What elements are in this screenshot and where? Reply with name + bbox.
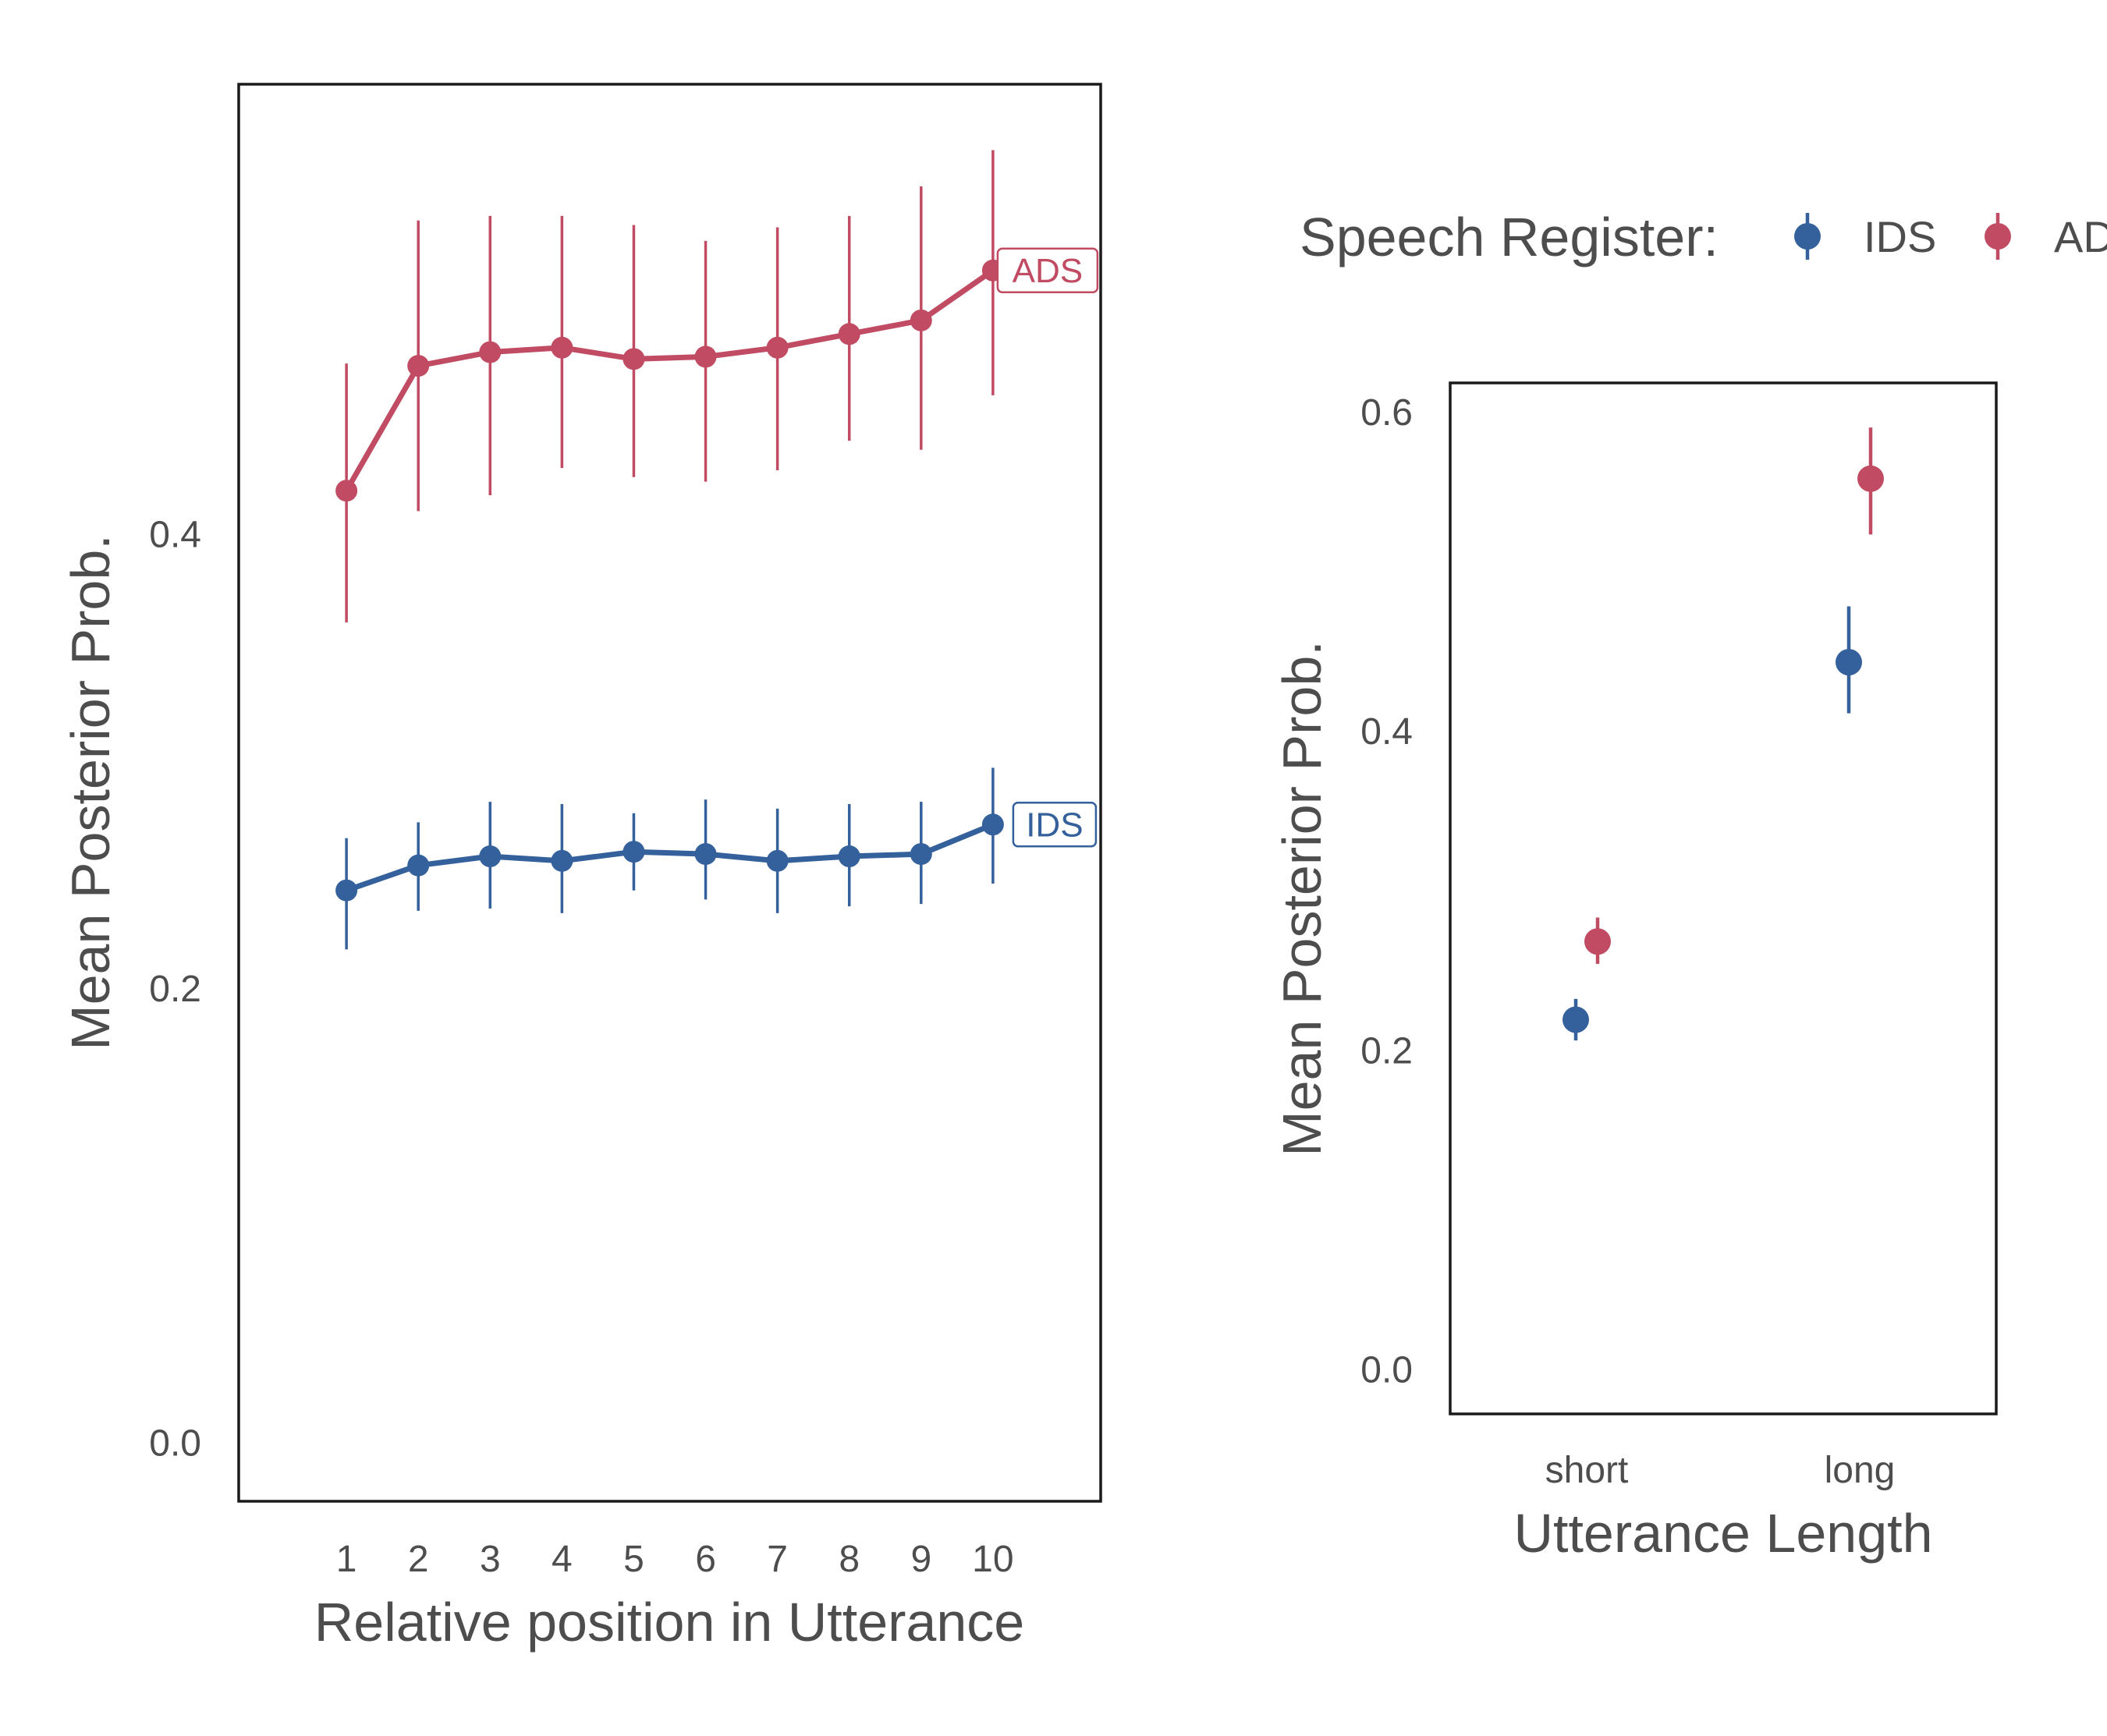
position-chart-y-tick-label: 0.4 bbox=[149, 515, 201, 556]
length-chart-y-tick-label: 0.4 bbox=[1360, 711, 1413, 753]
data-point-ids bbox=[551, 849, 573, 872]
data-point-ids bbox=[335, 879, 358, 902]
length-chart-x-tick-label: long bbox=[1825, 1450, 1896, 1491]
length-chart-y-tick-label: 0.0 bbox=[1360, 1350, 1413, 1391]
position-chart-x-tick-label: 10 bbox=[972, 1539, 1013, 1580]
position-chart: 0.0 0.2 0.4 1 2 3 4 5 6 7 8 9 10 Relative position … bbox=[60, 83, 1102, 1653]
position-chart-y-tick-label: 0.0 bbox=[149, 1422, 201, 1464]
series-label-ads: ADS bbox=[996, 247, 1099, 294]
position-chart-x-tick-label: 9 bbox=[910, 1539, 931, 1580]
length-chart-frame bbox=[1449, 381, 1998, 1415]
legend-label-ads: ADS bbox=[2054, 212, 2107, 261]
data-point-ids bbox=[694, 843, 717, 866]
position-chart-x-tick-label: 1 bbox=[336, 1539, 357, 1580]
position-chart-y-tick-label: 0.2 bbox=[149, 969, 201, 1010]
data-point-ids bbox=[407, 854, 430, 877]
data-point-ads bbox=[335, 480, 358, 502]
data-point-ads bbox=[766, 336, 789, 359]
legend-item-ads: ADS bbox=[1985, 212, 2107, 261]
length-chart-x-title: Utterance Length bbox=[1513, 1503, 1932, 1564]
data-point-ads bbox=[838, 323, 860, 345]
series-label-ids: IDS bbox=[1012, 802, 1098, 848]
series-line-ids bbox=[343, 821, 996, 894]
svg-text:IDS: IDS bbox=[1026, 806, 1083, 844]
data-point-ads bbox=[1584, 928, 1611, 955]
series-ids bbox=[1563, 606, 1862, 1041]
series-ads bbox=[1584, 427, 1884, 964]
data-point-ids bbox=[910, 843, 932, 866]
length-chart-y-tick-label: 0.2 bbox=[1360, 1030, 1413, 1072]
data-point-ads bbox=[407, 355, 430, 377]
position-chart-x-tick-label: 3 bbox=[480, 1539, 501, 1580]
position-chart-y-title: Mean Posterior Prob. bbox=[60, 534, 121, 1050]
position-chart-x-tick-label: 4 bbox=[552, 1539, 573, 1580]
data-point-ids bbox=[838, 845, 860, 868]
legend-item-ids: IDS bbox=[1794, 212, 1936, 261]
data-point-ads bbox=[623, 348, 645, 370]
data-point-ids bbox=[1563, 1006, 1589, 1033]
legend-title: Speech Register: bbox=[1300, 207, 1719, 267]
position-chart-x-tick-label: 5 bbox=[623, 1539, 644, 1580]
data-point-ads bbox=[910, 309, 932, 331]
data-point-ads bbox=[1857, 465, 1884, 492]
position-chart-x-tick-label: 6 bbox=[695, 1539, 716, 1580]
data-point-ids bbox=[479, 845, 502, 868]
svg-text:ADS: ADS bbox=[1013, 252, 1083, 290]
legend-label-ids: IDS bbox=[1864, 212, 1936, 261]
position-chart-x-tick-label: 8 bbox=[839, 1539, 860, 1580]
data-point-ads bbox=[694, 345, 717, 368]
data-point-ads bbox=[479, 341, 502, 363]
length-chart-x-tick-label: short bbox=[1545, 1450, 1629, 1491]
series-ads bbox=[335, 150, 1004, 623]
position-chart-x-title: Relative position in Utterance bbox=[314, 1592, 1024, 1653]
position-chart-frame bbox=[237, 83, 1102, 1503]
series-line-ads bbox=[343, 267, 996, 494]
data-point-ids bbox=[981, 813, 1004, 836]
data-point-ads bbox=[551, 336, 573, 359]
data-point-ids bbox=[623, 841, 645, 863]
position-chart-x-tick-label: 2 bbox=[408, 1539, 429, 1580]
length-chart-y-tick-label: 0.6 bbox=[1360, 392, 1413, 434]
length-chart: 0.00.20.40.6 short long Utterance Length … bbox=[1272, 381, 1998, 1564]
series-ids bbox=[335, 767, 1004, 950]
data-point-ids bbox=[1836, 649, 1862, 676]
legend: Speech Register: IDS ADS bbox=[1300, 207, 2107, 267]
position-chart-x-tick-label: 7 bbox=[767, 1539, 788, 1580]
data-point-ids bbox=[766, 849, 789, 872]
length-chart-y-title: Mean Posterior Prob. bbox=[1272, 640, 1332, 1156]
